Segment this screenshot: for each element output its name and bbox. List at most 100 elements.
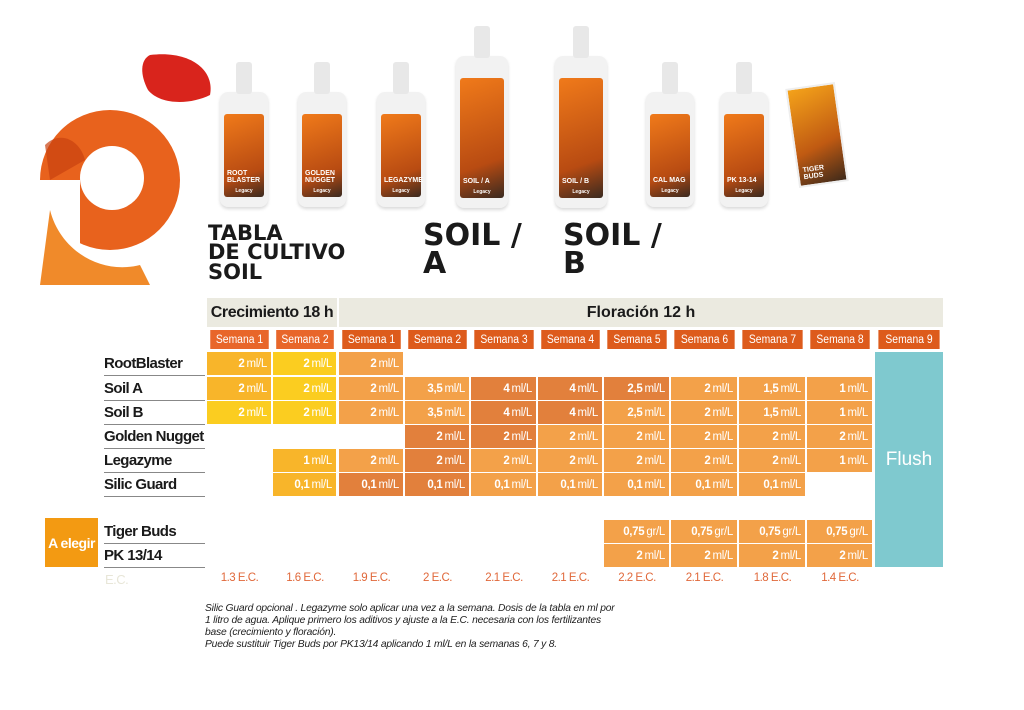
- footnote-line: base (crecimiento y floración).: [205, 627, 337, 638]
- dose-value: 2: [772, 549, 779, 562]
- product-name: SOIL / A: [463, 178, 490, 185]
- dose-value: 4: [569, 406, 576, 419]
- product-bottle: CAL MAG Legacy: [646, 62, 694, 207]
- dose-value: 2: [503, 454, 510, 467]
- ec-value: 1.6 E.C.: [286, 572, 324, 584]
- dose-unit: ml/L: [511, 406, 532, 419]
- dose-value: 2: [839, 549, 846, 562]
- dose-cell: 2 ml/L: [671, 449, 737, 472]
- dose-unit: ml/L: [311, 454, 332, 467]
- dose-unit: ml/L: [847, 382, 868, 395]
- dose-cell: 2,5 ml/L: [604, 401, 669, 424]
- bottle-cap: [662, 62, 678, 94]
- dose-unit: ml/L: [712, 382, 733, 395]
- dose-cell: 2 ml/L: [807, 544, 872, 567]
- dose-unit: ml/L: [444, 478, 465, 491]
- dose-cell: 0,1 ml/L: [739, 473, 805, 496]
- dose-cell: 0,1 ml/L: [538, 473, 602, 496]
- dose-value: 2: [704, 430, 711, 443]
- dose-value: 2: [704, 549, 711, 562]
- dose-value: 0,1: [560, 478, 576, 491]
- dose-value: 2: [370, 382, 377, 395]
- title-line: SOIL: [208, 259, 263, 284]
- ec-value: 1.4 E.C.: [821, 572, 859, 584]
- dose-value: 2: [636, 454, 643, 467]
- dose-cell: 2 ml/L: [273, 352, 336, 375]
- dose-value: 2: [569, 430, 576, 443]
- dose-value: 2: [370, 406, 377, 419]
- bottle-cap: [736, 62, 752, 94]
- product-bottle: PK 13-14 Legacy: [720, 62, 768, 207]
- product-bottle: LEGAZYME Legacy: [377, 62, 425, 207]
- dose-unit: ml/L: [577, 430, 598, 443]
- dose-value: 3,5: [427, 382, 443, 395]
- dose-value: 2,5: [627, 406, 643, 419]
- dose-unit: gr/L: [782, 525, 801, 538]
- row-label: Legazyme: [104, 449, 205, 473]
- dose-cell: 0,75 gr/L: [739, 520, 805, 543]
- ec-value: 1.3 E.C.: [220, 572, 259, 584]
- dose-value: 2: [704, 382, 711, 395]
- dose-unit: ml/L: [780, 430, 801, 443]
- dose-value: 2,5: [627, 382, 643, 395]
- ec-value: 1.9 E.C.: [352, 572, 391, 584]
- row-label: RootBlaster: [104, 352, 205, 376]
- product-name: ROOT BLASTER: [227, 170, 261, 184]
- dose-unit: ml/L: [378, 478, 399, 491]
- week-header: Semana 2: [276, 330, 334, 349]
- dose-unit: ml/L: [644, 478, 665, 491]
- dose-value: 0,1: [427, 478, 443, 491]
- dose-cell: 2 ml/L: [207, 401, 271, 424]
- dose-unit: ml/L: [444, 430, 465, 443]
- tiger-buds-pack: TIGER BUDS: [785, 82, 849, 188]
- bottle-label: GOLDEN NUGGET Legacy: [302, 114, 342, 197]
- dose-cell: 2 ml/L: [604, 544, 669, 567]
- dose-cell: 0,1 ml/L: [671, 473, 737, 496]
- dose-cell: 2 ml/L: [405, 425, 469, 448]
- dose-cell: 2 ml/L: [739, 425, 805, 448]
- dose-value: 2: [238, 382, 245, 395]
- dose-unit: ml/L: [780, 478, 801, 491]
- dose-unit: gr/L: [714, 525, 733, 538]
- dose-cell: 1,5 ml/L: [739, 377, 805, 400]
- phase-header-growth: Crecimiento 18 h: [207, 298, 337, 327]
- dose-cell: 2 ml/L: [671, 544, 737, 567]
- legacy-g-logo-icon: [40, 54, 211, 285]
- dose-cell: 4 ml/L: [538, 401, 602, 424]
- dose-unit: ml/L: [246, 357, 267, 370]
- week-header: Semana 6: [674, 330, 735, 349]
- dose-value: 2: [772, 430, 779, 443]
- row-label: Tiger Buds: [104, 520, 205, 544]
- product-name: CAL MAG: [653, 177, 686, 184]
- dose-unit: ml/L: [644, 406, 665, 419]
- dose-value: 2: [503, 430, 510, 443]
- dose-unit: ml/L: [511, 478, 532, 491]
- bottle-label: ROOT BLASTER Legacy: [224, 114, 264, 197]
- dose-unit: ml/L: [847, 430, 868, 443]
- dose-unit: ml/L: [311, 478, 332, 491]
- title-line: A: [423, 245, 447, 281]
- bottle-label: SOIL / A Legacy: [460, 78, 504, 198]
- dose-cell: 2 ml/L: [604, 425, 669, 448]
- dose-cell: 0,1 ml/L: [471, 473, 536, 496]
- dose-unit: ml/L: [444, 406, 465, 419]
- ec-label: E.C.: [105, 572, 129, 587]
- page-title: TABLA DE CULTIVO SOIL: [208, 222, 345, 284]
- dose-cell: 1 ml/L: [807, 377, 872, 400]
- dose-value: 2: [303, 382, 310, 395]
- dose-cell: 1 ml/L: [273, 449, 336, 472]
- week-header: Semana 9: [878, 330, 940, 349]
- dose-cell: 2 ml/L: [207, 377, 271, 400]
- row-label: Soil A: [104, 377, 205, 401]
- dose-unit: ml/L: [444, 382, 465, 395]
- brand-name: Legacy: [235, 188, 253, 194]
- footnote-line: Silic Guard opcional . Legazyme solo apl…: [205, 603, 615, 614]
- bottle-label: CAL MAG Legacy: [650, 114, 690, 197]
- dose-value: 2: [839, 430, 846, 443]
- week-header: Semana 7: [742, 330, 803, 349]
- dose-unit: ml/L: [511, 430, 532, 443]
- ec-value: 2.1 E.C.: [485, 572, 523, 584]
- row-label: Silic Guard: [104, 473, 205, 497]
- dose-value: 4: [569, 382, 576, 395]
